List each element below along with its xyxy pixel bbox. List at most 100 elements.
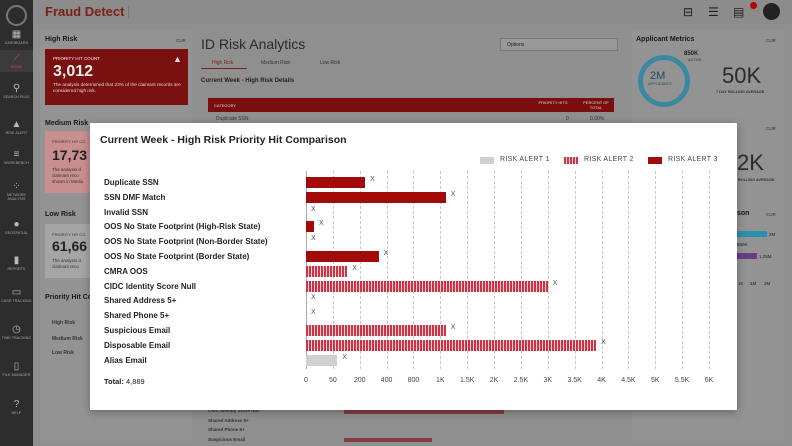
avatar[interactable] xyxy=(763,3,780,20)
options-select[interactable]: Options xyxy=(500,38,618,51)
applicants-value: 2M xyxy=(650,70,666,82)
legend-label: RISK ALERT 1 xyxy=(500,156,550,163)
bar[interactable] xyxy=(306,325,446,336)
bar[interactable] xyxy=(306,354,338,366)
grid-line xyxy=(413,171,415,369)
workbench-icon: ≡ xyxy=(13,149,20,160)
low-risk-description: The analysis d claimant reco xyxy=(52,258,82,269)
applicant-metrics-title: Applicant Metrics xyxy=(636,36,695,43)
tab-low-risk[interactable]: Low Risk xyxy=(320,60,341,66)
grid-line xyxy=(520,171,522,369)
bar[interactable] xyxy=(306,177,366,188)
high-risk-card[interactable]: PRIORITY HIT COUNT 3,012 The analysis de… xyxy=(45,49,188,105)
bar[interactable] xyxy=(306,251,379,262)
sidebar-item-geospatial[interactable]: ● GEOSPATIAL xyxy=(0,219,33,236)
sidebar: ▦ DASHBOARD ⟋ HOME ⚲ SEARCH PLUS ▲ RISK ALER… xyxy=(0,0,33,446)
sidebar-item-time-tracking[interactable]: ◷ TIME TRACKING xyxy=(1,324,32,341)
category-label: CMRA OOS xyxy=(104,266,148,276)
sidebar-item-risk-alert[interactable]: ▲ RISK ALERT xyxy=(0,119,33,136)
grid-line xyxy=(547,171,549,369)
app-title: Fraud Detect xyxy=(45,4,125,19)
tab-medium-risk[interactable]: Medium Risk xyxy=(261,60,290,66)
sidebar-item-file-manager[interactable]: ▯ FILE MANAGER xyxy=(0,362,33,378)
reports-icon: ▮ xyxy=(13,255,20,266)
table-cell-percent: 0.00% xyxy=(590,116,605,122)
notification-badge xyxy=(750,2,757,9)
x-tick-label: 400 xyxy=(380,377,393,384)
grid-line xyxy=(574,171,576,369)
medium-risk-card[interactable]: PRIORITY HIT CO 17,73 The analysis d cla… xyxy=(45,131,90,193)
bar[interactable] xyxy=(306,191,446,203)
briefcase-icon[interactable]: ⊟ xyxy=(683,5,694,19)
sidebar-item-workbench[interactable]: ≡ WORKBENCH xyxy=(0,149,33,166)
son-cur: CUR xyxy=(766,212,776,217)
grid-line xyxy=(601,171,603,369)
bar-end-marker: X xyxy=(342,353,348,361)
logo-icon[interactable] xyxy=(6,5,27,26)
sidebar-item-home[interactable]: ⟋ HOME xyxy=(0,50,33,72)
table-header-hits: PRIORITY HITS xyxy=(538,100,568,105)
active-value: 850K xyxy=(684,51,699,57)
medium-risk-title: Medium Risk xyxy=(45,120,89,127)
sidebar-item-dashboard[interactable]: ▦ DASHBOARD xyxy=(0,30,33,46)
x-tick-label: 800 xyxy=(407,377,420,384)
bar[interactable] xyxy=(306,265,348,277)
legend-label: RISK ALERT 3 xyxy=(668,156,718,163)
grid-line xyxy=(628,171,630,369)
tab-active-underline xyxy=(201,68,247,69)
sidebar-item-reports[interactable]: ▮ REPORTS xyxy=(0,255,33,272)
warning-icon: ▲ xyxy=(11,119,22,130)
x-tick-label: 5.5K xyxy=(674,377,690,384)
grid-line xyxy=(359,171,361,369)
medium-risk-description: The analysis d claimant reco shown in Me… xyxy=(52,167,84,184)
sidebar-item-network-analysis[interactable]: ⁘ NETWORK ANALYSIS xyxy=(0,182,33,202)
tab-high-risk[interactable]: High Risk xyxy=(212,60,234,66)
bar-end-marker: X xyxy=(370,176,375,183)
son-axis-1: 1K xyxy=(738,281,744,286)
rolling-label: 7 DAY ROLLING AVERAGE xyxy=(716,90,765,94)
bar[interactable] xyxy=(306,339,597,351)
low-risk-card[interactable]: PRIORITY HIT CO 61,66 The analysis d cla… xyxy=(45,224,90,278)
total: Total: 4,889 xyxy=(104,377,145,386)
clock-icon: ◷ xyxy=(12,324,21,335)
warning-icon: ▲ xyxy=(173,54,182,64)
grid-line xyxy=(494,171,496,369)
x-tick-label: 3.5K xyxy=(567,377,582,384)
applicant-metrics-cur: CUR xyxy=(766,38,776,43)
x-tick-label: 5K xyxy=(650,377,660,384)
bar[interactable] xyxy=(306,280,548,292)
category-label: OOS No State Footprint (High-Risk State) xyxy=(104,222,261,232)
son-bar-1 xyxy=(737,231,767,237)
sidebar-item-case-tracking[interactable]: ▭ CASE TRACKING xyxy=(1,287,32,304)
bar-end-marker: X xyxy=(450,190,456,198)
category-label: Alias Email xyxy=(104,355,147,365)
notification-icon[interactable]: ▤ xyxy=(733,5,745,19)
bar-end-marker: X xyxy=(311,235,316,243)
low-risk-title: Low Risk xyxy=(45,211,76,218)
grid-line xyxy=(467,171,469,369)
son-bar-3 xyxy=(737,253,757,259)
grid-line xyxy=(386,171,388,369)
x-tick-label: 2K xyxy=(489,377,499,384)
bar[interactable] xyxy=(306,221,315,233)
sidebar-item-help[interactable]: ? HELP xyxy=(0,399,33,416)
grid-line xyxy=(655,171,657,369)
category-label: OOS No State Footprint (Border State) xyxy=(104,252,250,261)
total-value: 4,889 xyxy=(125,377,145,386)
help-icon: ? xyxy=(13,399,20,410)
priority-hit-title: Priority Hit Co xyxy=(45,294,93,301)
legend-label: RISK ALERT 2 xyxy=(584,156,634,163)
table-row: Shared Phone 5+ xyxy=(208,427,245,432)
high-risk-cur: CUR xyxy=(176,38,186,43)
location-icon: ● xyxy=(13,219,20,230)
menu-icon[interactable]: ☰ xyxy=(708,5,719,19)
second-rolling-label: ROLLING AVERAGE xyxy=(738,178,775,182)
son-value-1: 2M xyxy=(769,232,776,237)
table-cell-hits: 0 xyxy=(566,116,569,122)
folder-icon: ▭ xyxy=(11,287,22,298)
modal-title: Current Week - High Risk Priority Hit Co… xyxy=(100,134,347,146)
header-divider xyxy=(128,6,129,18)
sidebar-item-search-plus[interactable]: ⚲ SEARCH PLUS xyxy=(0,84,33,100)
high-risk-card-label: PRIORITY HIT COUNT xyxy=(53,56,100,61)
